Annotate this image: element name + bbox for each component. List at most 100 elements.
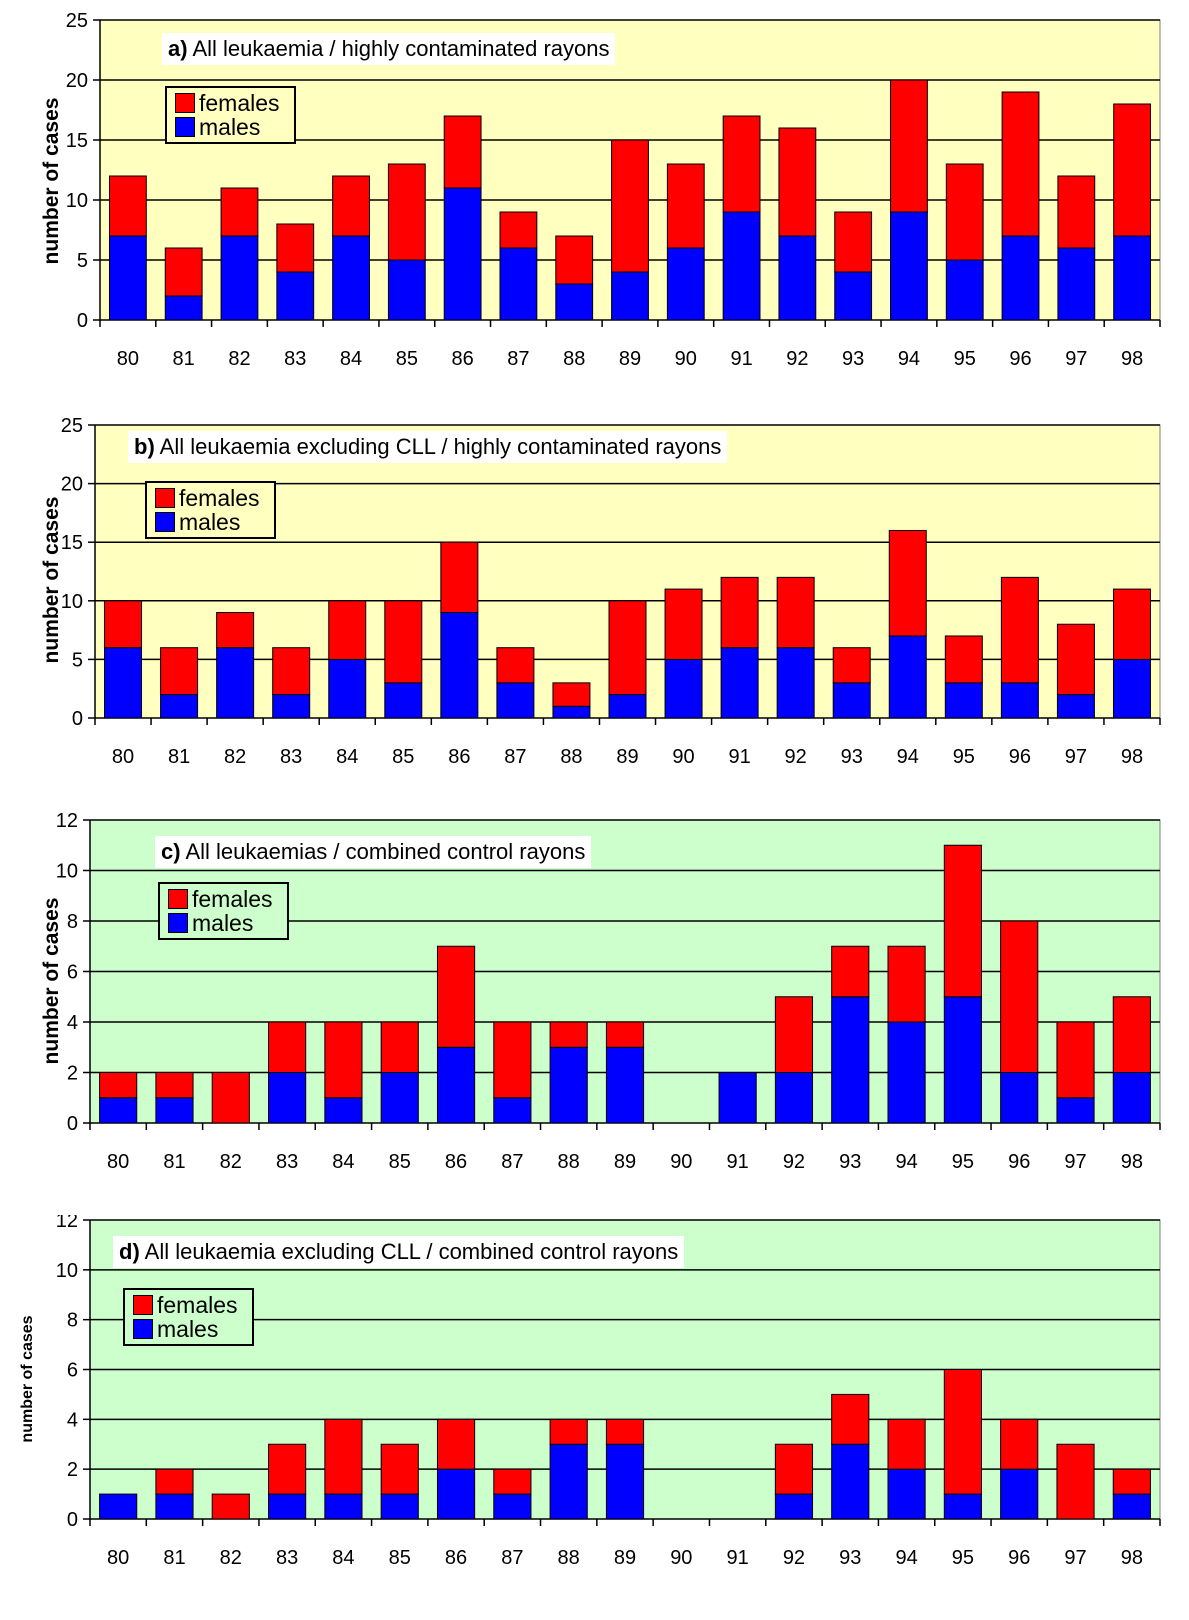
x-tick-label: 89 [619, 348, 641, 370]
bar-males-94 [887, 1021, 926, 1124]
bar-females-82 [216, 612, 255, 649]
y-tick-label: 8 [67, 911, 78, 933]
x-tick-label: 86 [445, 1547, 467, 1569]
bar-females-81 [164, 247, 203, 297]
y-axis-label: number of cases [40, 496, 63, 664]
bar-females-95 [943, 844, 982, 998]
legend-label: females [157, 1292, 238, 1318]
chart-d-svg: 0 2 4 6 8 10 12 80 81 82 83 84 85 86 87 88 89 90 91 92 93 94 9… [56, 1215, 1161, 1569]
panel-tag: d) [119, 1239, 140, 1264]
y-tick-label: 6 [67, 962, 78, 984]
bar-males-86 [440, 612, 479, 719]
y-tick-label: 0 [77, 310, 88, 332]
bar-females-84 [332, 175, 370, 237]
bar-females-85 [380, 1443, 419, 1495]
bar-females-84 [324, 1021, 363, 1099]
bar-males-94 [888, 635, 927, 719]
bar-females-89 [611, 139, 649, 273]
bar-males-96 [1000, 1468, 1039, 1520]
bar-females-96 [1000, 920, 1039, 1073]
bar-males-80 [108, 235, 147, 321]
bar-females-94 [888, 529, 927, 637]
bar-males-89 [605, 1443, 645, 1520]
bar-males-80 [104, 647, 143, 719]
x-tick-label: 91 [728, 746, 750, 768]
x-tick-label: 92 [783, 1547, 805, 1569]
x-tick-label: 86 [445, 1151, 467, 1173]
bar-females-94 [890, 79, 928, 213]
y-tick-label: 6 [67, 1360, 78, 1382]
x-tick-label: 81 [168, 746, 190, 768]
x-tick-label: 93 [839, 1151, 861, 1173]
chart-panel-c: 0 2 4 6 8 10 12 80 81 82 83 84 85 86 87 88 89 90 91 92 93 94 9… [0, 810, 1189, 1215]
chart-legend: females males [145, 481, 276, 539]
y-tick-label: 15 [66, 130, 88, 152]
y-tick-label: 10 [66, 190, 88, 212]
x-tick-label: 97 [1064, 1547, 1086, 1569]
bar-males-82 [220, 235, 259, 321]
y-tick-label: 10 [56, 1260, 78, 1282]
y-axis-label: number of cases [40, 897, 63, 1065]
x-tick-label: 94 [895, 1547, 917, 1569]
chart-b-svg: 0 5 10 15 20 25 80 81 82 83 84 85 86 87 88 89 90 91 92 93 94… [61, 415, 1161, 768]
x-tick-label: 82 [228, 348, 250, 370]
x-tick-label: 93 [841, 746, 863, 768]
y-tick-label: 2 [67, 1459, 78, 1481]
bar-males-90 [666, 247, 705, 321]
bar-females-98 [1112, 996, 1151, 1073]
x-tick-label: 94 [897, 746, 919, 768]
x-tick-label: 98 [1121, 1151, 1143, 1173]
x-tick-label: 89 [614, 1151, 636, 1173]
bar-males-84 [324, 1493, 363, 1520]
bar-females-94 [887, 1418, 926, 1470]
legend-item-males: males [155, 510, 260, 534]
y-tick-label: 0 [72, 708, 83, 730]
chart-title-text: All leukaemia excluding CLL / combined c… [144, 1239, 679, 1264]
bar-males-81 [160, 694, 199, 719]
bar-females-90 [666, 163, 705, 249]
x-tick-label: 85 [389, 1547, 411, 1569]
bar-females-82 [220, 187, 259, 237]
bar-males-85 [380, 1072, 419, 1124]
legend-swatch-females [155, 488, 175, 508]
bar-females-81 [155, 1072, 194, 1099]
bar-females-96 [1000, 1418, 1039, 1470]
x-tick-label: 87 [501, 1151, 523, 1173]
y-tick-label: 4 [67, 1012, 78, 1034]
bar-females-84 [324, 1418, 363, 1495]
bar-females-90 [664, 588, 703, 660]
x-tick-label: 98 [1121, 1547, 1143, 1569]
bar-males-96 [1000, 682, 1039, 719]
bar-females-82 [211, 1072, 250, 1124]
bar-females-98 [1112, 1468, 1151, 1495]
y-tick-label: 5 [72, 649, 83, 671]
x-tick-label: 91 [730, 348, 752, 370]
bar-males-81 [155, 1493, 194, 1520]
bar-females-85 [380, 1021, 419, 1073]
bar-females-95 [943, 1369, 982, 1495]
x-tick-label: 87 [504, 746, 526, 768]
bar-males-93 [831, 996, 870, 1124]
y-tick-label: 8 [67, 1310, 78, 1332]
bar-females-97 [1057, 175, 1096, 249]
x-tick-label: 81 [173, 348, 195, 370]
x-tick-label: 90 [670, 1547, 692, 1569]
bar-females-94 [887, 945, 926, 1023]
x-tick-label: 81 [163, 1547, 185, 1569]
x-tick-label: 88 [560, 746, 582, 768]
bar-males-98 [1112, 658, 1151, 719]
chart-title: b) All leukaemia excluding CLL / highly … [128, 431, 728, 463]
legend-item-females: females [168, 887, 273, 911]
bar-males-80 [99, 1493, 138, 1520]
x-tick-label: 92 [786, 348, 808, 370]
x-tick-label: 95 [952, 1547, 974, 1569]
x-tick-label: 80 [112, 746, 134, 768]
bar-males-81 [155, 1097, 194, 1124]
legend-swatch-females [168, 889, 188, 909]
bar-females-93 [832, 647, 871, 684]
bar-females-80 [104, 600, 143, 649]
panel-tag: c) [161, 839, 181, 864]
bar-males-83 [268, 1072, 307, 1124]
legend-item-females: females [133, 1293, 238, 1317]
x-tick-label: 81 [163, 1151, 185, 1173]
